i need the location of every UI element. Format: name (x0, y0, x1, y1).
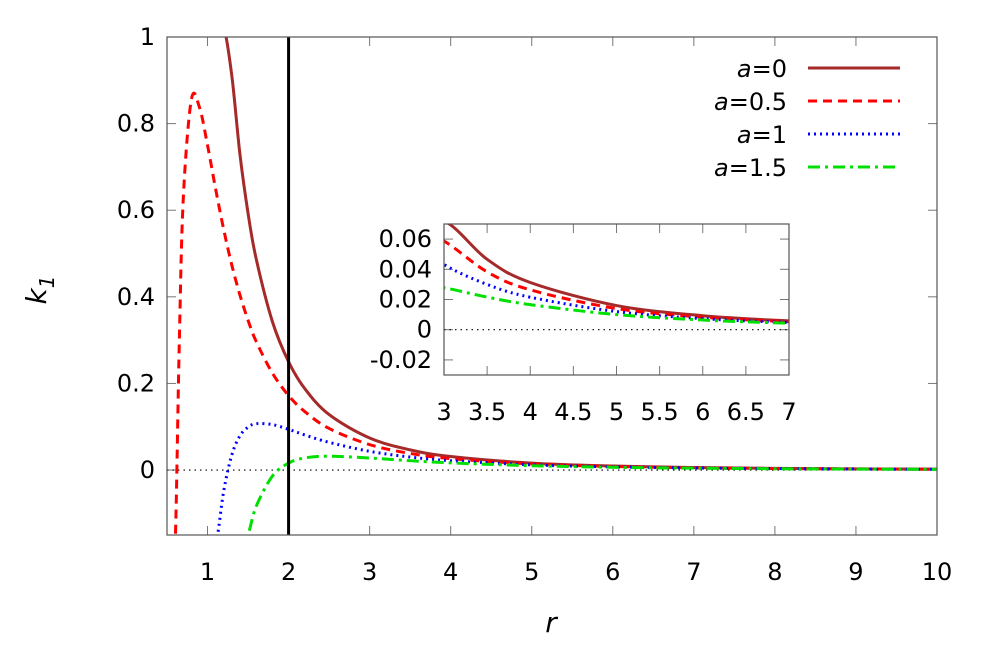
inset-x-tick-label: 7 (781, 398, 796, 426)
inset-series-line-3 (444, 286, 789, 325)
inset-x-tick-label: 4 (523, 398, 538, 426)
main-x-tick-label: 5 (524, 558, 539, 586)
inset-x-tick-label: 3 (436, 398, 451, 426)
main-x-tick-label: 1 (200, 558, 215, 586)
y-axis-label-subscript: 1 (35, 276, 59, 289)
legend-label: a=1 (737, 121, 787, 149)
inset-frame (443, 223, 790, 376)
main-plot-frame (166, 36, 938, 536)
inset-x-tick-label: 5.5 (641, 398, 679, 426)
legend: a=0 a=0.5 a=1 a=1.5 (714, 55, 900, 182)
main-y-tick-label: 0.8 (117, 110, 155, 138)
inset-y-tick-label: 0.02 (379, 286, 432, 314)
main-y-tick-label: 0.4 (117, 283, 155, 311)
main-x-tick-label: 7 (686, 558, 701, 586)
main-x-tick-label: 4 (443, 558, 458, 586)
inset-x-tick-label: 5 (609, 398, 624, 426)
main-x-tick-label: 3 (362, 558, 377, 586)
inset-x-tick-label: 6.5 (727, 398, 765, 426)
inset-background (444, 224, 789, 375)
legend-label: a=1.5 (714, 154, 787, 182)
y-axis-label-main: k (20, 286, 53, 304)
main-x-tick-label: 2 (281, 558, 296, 586)
main-x-tick-label: 9 (848, 558, 863, 586)
inset-y-tick-label: 0.06 (379, 225, 432, 253)
x-axis-label: r (545, 606, 558, 639)
inset-y-tick-label: 0 (417, 316, 432, 344)
main-y-tick-label: 0.6 (117, 196, 155, 224)
y-axis-label: k1 (20, 276, 59, 305)
legend-label: a=0.5 (714, 88, 787, 116)
main-plot-lines (167, 37, 937, 535)
main-x-tick-label: 8 (767, 558, 782, 586)
inset-y-tick-label: -0.02 (370, 346, 432, 374)
inset-x-tick-label: 3.5 (468, 398, 506, 426)
main-x-tick-label: 10 (922, 558, 953, 586)
inset-x-tick-label: 4.5 (554, 398, 592, 426)
main-y-tick-label: 0 (140, 456, 155, 484)
main-x-tick-label: 6 (605, 558, 620, 586)
main-y-tick-label: 0.2 (117, 369, 155, 397)
inset-y-tick-label: 0.04 (379, 255, 432, 283)
main-series-line-2 (216, 422, 937, 535)
legend-label: a=0 (737, 55, 787, 83)
inset-x-tick-label: 6 (695, 398, 710, 426)
main-axes: 1 2 3 4 5 6 7 8 9 10 0 0.2 0.4 0.6 0.8 1 (117, 23, 952, 586)
main-y-tick-label: 1 (140, 23, 155, 51)
